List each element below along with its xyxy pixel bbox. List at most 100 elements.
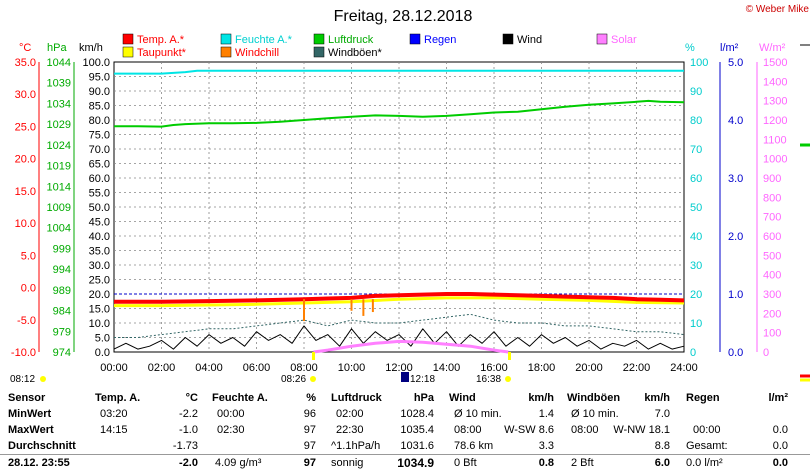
legend-label: Taupunkt*: [137, 47, 187, 59]
cell: Ø 10 min.: [571, 408, 619, 420]
tick-pressure: 1029: [47, 119, 71, 131]
tick-wind: 5.0: [95, 333, 110, 345]
cell: 1035.4: [400, 424, 434, 436]
tick-rain: 1.0: [728, 289, 743, 301]
tick-temp: 10.0: [15, 218, 36, 230]
tick-pressure: 989: [53, 285, 71, 297]
row-label: MinWert: [8, 408, 52, 420]
tick-wind: 10.0: [89, 318, 110, 330]
cell: 08:00: [454, 424, 482, 436]
tick-rain: 4.0: [728, 115, 743, 127]
tick-pressure: 1004: [47, 223, 71, 235]
tick-solar: 1100: [763, 134, 787, 146]
legend-label: Wind: [517, 34, 542, 46]
tick-solar: 1500: [763, 57, 787, 69]
stats-table: Sensor Temp. A. °C Feuchte A. % Luftdruc…: [0, 388, 810, 471]
cell: W-SW 8.6: [504, 424, 554, 436]
tick-pressure: 1039: [47, 78, 71, 90]
right-edge-legend: [800, 44, 810, 382]
sun-times: 08:12 08:26 12:18 16:38: [10, 352, 511, 385]
cell: 0.0: [772, 440, 788, 452]
x-tick: 16:00: [480, 362, 508, 374]
cell: -1.73: [172, 440, 198, 452]
tick-pressure: 979: [53, 326, 71, 338]
legend-swatch: [122, 46, 134, 58]
tick-temp: 20.0: [15, 154, 36, 166]
cell: 2 Bft: [571, 457, 594, 469]
tick-wind: 85.0: [89, 101, 110, 113]
tick-temp: 0.0: [21, 283, 36, 295]
cell: 1028.4: [400, 408, 434, 420]
tick-solar: 900: [763, 173, 781, 185]
hdr-hum-unit: %: [306, 392, 316, 404]
tick-wind: 95.0: [89, 72, 110, 84]
series-luftdruck: [114, 99, 685, 128]
tick-solar: 1300: [763, 96, 787, 108]
hdr-temp-unit: °C: [185, 392, 198, 404]
tick-wind: 0.0: [95, 347, 110, 359]
tick-solar: 800: [763, 192, 781, 204]
unit-humidity: %: [685, 42, 695, 54]
tick-wind: 100.0: [82, 57, 110, 69]
row-label: 28.12. 23:55: [8, 457, 70, 469]
tick-humidity: 0: [690, 347, 696, 359]
tick-pressure: 1044: [47, 57, 71, 69]
hdr-press-unit: hPa: [413, 392, 434, 404]
cell: 00:00: [693, 424, 721, 436]
tick-temp: 15.0: [15, 186, 36, 198]
cell: 97: [303, 440, 316, 452]
hdr-rain: Regen: [686, 392, 720, 404]
unit-rain: l/m²: [720, 42, 739, 54]
credit: © Weber Mike: [746, 4, 810, 15]
tick-solar: 1200: [763, 115, 787, 127]
tick-wind: 45.0: [89, 217, 110, 229]
cell: 08:00: [571, 424, 599, 436]
tick-pressure: 1019: [47, 161, 71, 173]
cell: 03:20: [100, 408, 128, 420]
tick-pressure: 999: [53, 243, 71, 255]
cell: -2.0: [179, 457, 198, 469]
legend-label: Solar: [611, 34, 637, 46]
sun-icon: [505, 376, 511, 382]
tick-wind: 50.0: [89, 202, 110, 214]
legend-label: Windböen*: [328, 47, 383, 59]
tick-wind: 40.0: [89, 231, 110, 243]
tick-solar: 400: [763, 270, 781, 282]
tick-solar: 100: [763, 328, 781, 340]
legend-label: Temp. A.*: [137, 34, 185, 46]
sun-tick: [508, 352, 511, 360]
tick-humidity: 10: [690, 318, 702, 330]
legend-swatch: [122, 33, 134, 45]
tick-wind: 70.0: [89, 144, 110, 156]
cell: 7.0: [654, 408, 670, 420]
hdr-temp: Temp. A.: [95, 392, 141, 404]
cell: ^1.1hPa/h: [331, 440, 381, 452]
cell: 14:15: [100, 424, 128, 436]
cell: 0.0: [772, 424, 788, 436]
tick-rain: 0.0: [728, 347, 743, 359]
cell: 02:30: [217, 424, 245, 436]
tick-wind: 65.0: [89, 159, 110, 171]
cell: 96: [303, 408, 316, 420]
unit-temp: °C: [19, 42, 31, 54]
tick-wind: 15.0: [89, 304, 110, 316]
cell: 1.4: [538, 408, 554, 420]
tick-humidity: 60: [690, 173, 702, 185]
cell: -1.0: [179, 424, 198, 436]
tick-humidity: 20: [690, 289, 702, 301]
cell: 4.09 g/m³: [215, 457, 262, 469]
cell: 22:30: [336, 424, 364, 436]
tick-solar: 700: [763, 212, 781, 224]
tick-solar: 1400: [763, 76, 787, 88]
cell: 3.3: [538, 440, 554, 452]
cell: W-NW 18.1: [613, 424, 670, 436]
transit-time: 12:18: [410, 374, 435, 385]
tick-rain: 2.0: [728, 231, 743, 243]
series-temp-a: [114, 292, 685, 304]
tick-humidity: 80: [690, 115, 702, 127]
tick-pressure: 974: [53, 347, 71, 359]
x-tick: 20:00: [575, 362, 603, 374]
axis-units: °C hPa km/h% l/m² W/m²: [19, 42, 786, 54]
tick-wind: 35.0: [89, 246, 110, 258]
tick-pressure: 1034: [47, 98, 71, 110]
